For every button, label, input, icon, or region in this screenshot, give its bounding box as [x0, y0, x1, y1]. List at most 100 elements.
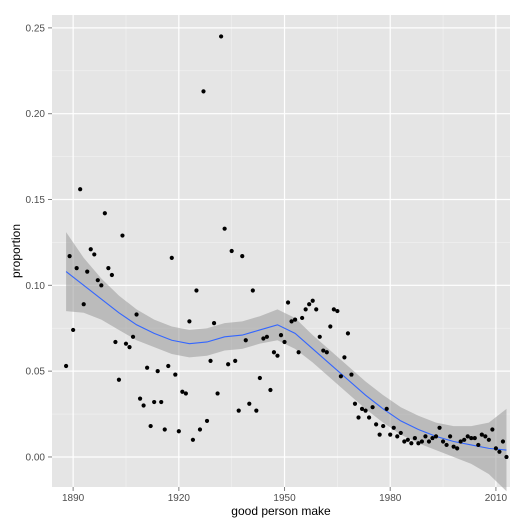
data-point: [134, 312, 139, 317]
data-point: [338, 374, 343, 379]
data-point: [331, 307, 336, 312]
data-point: [359, 406, 365, 412]
data-point: [462, 437, 467, 442]
data-point: [204, 418, 210, 424]
data-point: [271, 350, 277, 355]
data-point: [448, 434, 453, 439]
data-point: [303, 307, 308, 312]
data-point: [141, 403, 146, 408]
confidence-band-layer: [66, 232, 507, 492]
data-point: [173, 372, 178, 377]
data-point: [469, 435, 474, 441]
data-point: [159, 399, 164, 405]
data-point: [493, 446, 499, 451]
data-point: [335, 308, 340, 314]
data-point: [166, 363, 171, 369]
data-point: [458, 439, 463, 444]
data-point: [236, 408, 241, 413]
data-point: [317, 334, 322, 339]
data-point: [296, 350, 301, 355]
data-point: [240, 254, 245, 259]
data-point: [374, 422, 379, 427]
data-point: [233, 358, 238, 363]
data-point: [247, 401, 252, 406]
x-tick-label: 1890: [62, 493, 85, 504]
data-point: [310, 298, 315, 303]
data-point: [71, 327, 76, 333]
data-point: [219, 34, 224, 39]
data-point: [440, 439, 446, 444]
data-point: [490, 427, 495, 432]
data-point: [483, 434, 488, 439]
data-point: [328, 324, 333, 329]
data-point: [500, 439, 506, 444]
plot-panel: [52, 15, 510, 487]
data-point: [78, 187, 83, 192]
data-point: [384, 406, 389, 412]
data-point: [145, 365, 150, 370]
data-point: [307, 302, 312, 307]
data-point: [465, 434, 470, 439]
data-point: [363, 408, 368, 413]
data-point: [412, 435, 417, 441]
data-point: [430, 435, 435, 441]
data-point: [67, 254, 72, 259]
data-point: [455, 446, 460, 451]
data-point: [85, 269, 90, 274]
data-point: [292, 317, 298, 322]
data-point: [314, 307, 319, 312]
confidence-band: [66, 232, 507, 492]
data-point: [88, 247, 93, 252]
data-point: [176, 429, 181, 434]
y-tick-label: 0.05: [26, 367, 46, 378]
x-axis-title: good person make: [231, 504, 331, 518]
data-point: [426, 439, 432, 444]
data-point: [226, 362, 231, 367]
data-point: [211, 320, 217, 326]
data-point: [261, 336, 266, 341]
x-tick-label: 2010: [485, 493, 508, 504]
data-point: [472, 435, 477, 441]
data-point: [169, 255, 174, 260]
data-point: [250, 288, 255, 293]
data-point: [352, 401, 358, 406]
data-point: [423, 434, 428, 439]
data-point: [113, 339, 118, 345]
y-axis-ticks: 0.00 0.05 0.10 0.15 0.20 0.25: [26, 23, 52, 463]
data-point: [433, 434, 439, 439]
data-point: [405, 437, 410, 442]
data-point: [419, 439, 425, 444]
data-point: [63, 363, 69, 369]
data-point: [130, 334, 136, 339]
data-point: [275, 353, 280, 358]
data-point: [268, 387, 273, 393]
data-point: [127, 345, 132, 350]
data-point: [479, 432, 484, 437]
data-point: [106, 266, 111, 271]
y-axis-title: proportion: [9, 224, 23, 278]
data-point: [264, 334, 270, 339]
data-point: [81, 302, 86, 307]
data-point: [152, 399, 157, 405]
data-point: [497, 449, 502, 454]
data-point: [190, 437, 196, 442]
data-point: [289, 319, 294, 324]
data-point: [366, 415, 372, 420]
data-point: [183, 391, 188, 396]
data-point: [345, 331, 351, 336]
data-point: [356, 415, 361, 420]
data-point: [324, 350, 329, 355]
data-point: [187, 319, 192, 324]
data-point: [197, 427, 203, 432]
data-point: [282, 339, 287, 345]
data-point: [243, 338, 248, 343]
data-point: [120, 233, 125, 238]
data-point: [398, 430, 403, 436]
y-tick-label: 0.10: [26, 281, 46, 292]
data-point: [222, 226, 227, 231]
data-point: [437, 425, 442, 430]
y-tick-label: 0.20: [26, 109, 46, 120]
data-point: [92, 252, 97, 257]
data-point: [402, 439, 407, 444]
